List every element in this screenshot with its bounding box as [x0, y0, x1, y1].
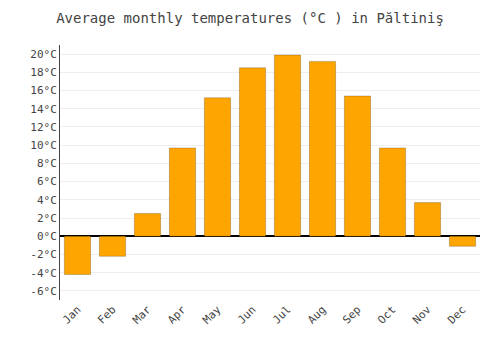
svg-text:Nov: Nov: [410, 303, 434, 327]
svg-text:2°C: 2°C: [37, 212, 57, 225]
svg-text:May: May: [200, 303, 224, 327]
svg-text:16°C: 16°C: [30, 84, 57, 97]
svg-text:Apr: Apr: [165, 303, 189, 327]
svg-text:Feb: Feb: [95, 303, 118, 326]
svg-text:0°C: 0°C: [37, 230, 57, 243]
svg-text:Mar: Mar: [130, 303, 154, 327]
svg-text:Sep: Sep: [340, 303, 363, 326]
svg-text:14°C: 14°C: [30, 103, 57, 116]
svg-text:Aug: Aug: [305, 303, 328, 326]
svg-text:Oct: Oct: [375, 303, 398, 326]
svg-text:Jul: Jul: [270, 303, 293, 326]
svg-text:-4°C: -4°C: [30, 267, 57, 280]
svg-text:Jan: Jan: [60, 303, 83, 326]
svg-text:-2°C: -2°C: [30, 248, 57, 261]
svg-text:18°C: 18°C: [30, 66, 57, 79]
svg-text:Dec: Dec: [445, 303, 468, 326]
svg-text:6°C: 6°C: [37, 175, 57, 188]
svg-text:10°C: 10°C: [30, 139, 57, 152]
svg-text:-6°C: -6°C: [30, 285, 57, 298]
svg-text:Average monthly temperatures (: Average monthly temperatures (°C ) in Pă…: [56, 10, 444, 26]
svg-text:12°C: 12°C: [30, 121, 57, 134]
svg-text:4°C: 4°C: [37, 194, 57, 207]
svg-text:Jun: Jun: [235, 303, 258, 326]
svg-text:20°C: 20°C: [30, 48, 57, 61]
svg-text:8°C: 8°C: [37, 157, 57, 170]
